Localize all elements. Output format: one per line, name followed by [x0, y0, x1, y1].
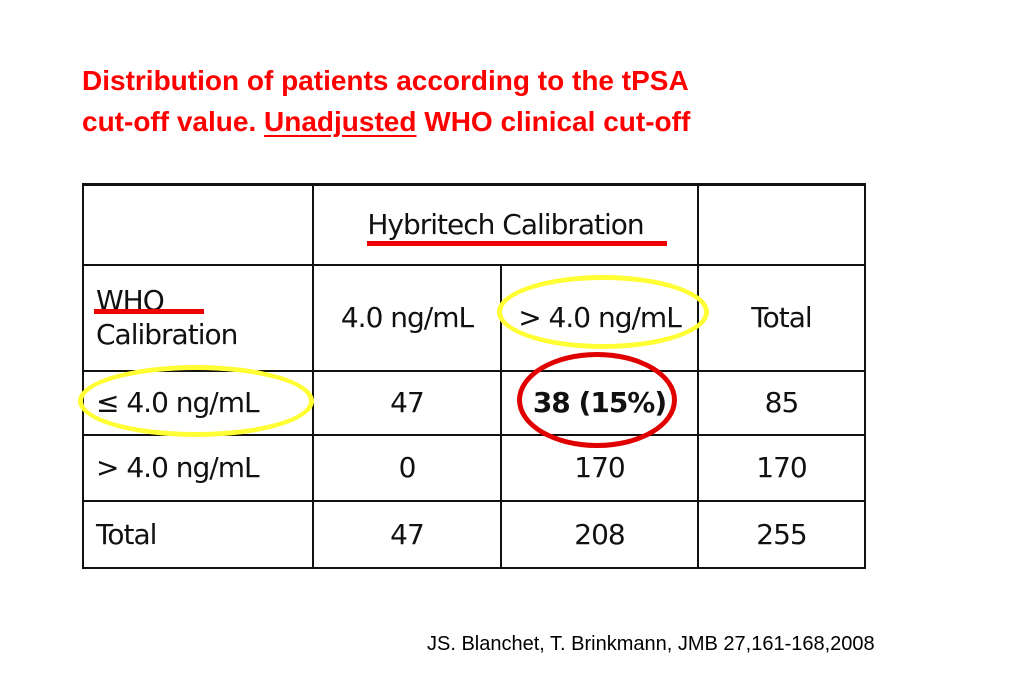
title-line-1: Distribution of patients according to th… [82, 65, 689, 96]
table-row: Total 47 208 255 [82, 499, 866, 569]
slide-title: Distribution of patients according to th… [82, 60, 882, 142]
table-empty-header [697, 183, 866, 266]
col-header-le-4: 4.0 ng/mL [312, 263, 502, 372]
row-label-gt-4: > 4.0 ng/mL [82, 433, 314, 502]
red-circle-38-percent [517, 352, 677, 448]
cell-value: 255 [697, 499, 866, 569]
col-header-total: Total [697, 263, 866, 372]
title-line-2-post: WHO clinical cut-off [416, 106, 691, 137]
calibration-table-wrapper: Hybritech Calibration WHO Calibration 4.… [82, 183, 866, 569]
table-header-row-columns: WHO Calibration 4.0 ng/mL > 4.0 ng/mL To… [82, 263, 866, 372]
cell-value: 0 [312, 433, 502, 502]
header-calibration-label: Calibration [96, 317, 238, 351]
header-hybritech-calibration: Hybritech Calibration [312, 183, 699, 266]
table-row: > 4.0 ng/mL 0 170 170 [82, 433, 866, 502]
cell-value: 170 [697, 433, 866, 502]
yellow-circle-le-4-row [78, 365, 314, 437]
red-underline-who [94, 309, 204, 314]
header-who-calibration: WHO Calibration [82, 263, 314, 372]
row-label-total: Total [82, 499, 314, 569]
title-line-2: cut-off value. Unadjusted WHO clinical c… [82, 101, 882, 142]
title-line-2-pre: cut-off value. [82, 106, 265, 137]
cell-value: 85 [697, 369, 866, 436]
yellow-circle-gt-4-header [497, 275, 709, 349]
table-header-row-group: Hybritech Calibration [82, 183, 866, 266]
calibration-table: Hybritech Calibration WHO Calibration 4.… [82, 183, 866, 569]
citation: JS. Blanchet, T. Brinkmann, JMB 27,161-1… [427, 633, 875, 655]
red-underline-hybritech [367, 241, 667, 246]
cell-value: 47 [312, 369, 502, 436]
cell-value: 208 [500, 499, 699, 569]
title-underlined-word: Unadjusted [264, 106, 417, 137]
table-empty-corner [82, 183, 314, 266]
cell-value: 47 [312, 499, 502, 569]
